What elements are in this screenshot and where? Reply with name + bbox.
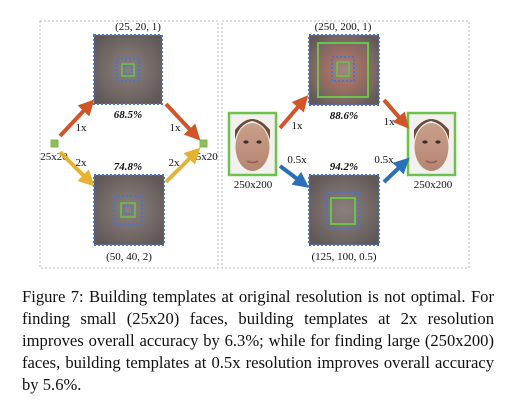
right-bottom-template (308, 174, 380, 246)
left-scale-bottom-in: 2x (76, 157, 88, 169)
left-scale-top-in: 1x (76, 122, 88, 134)
figure-caption: Figure 7: Building templates at original… (22, 287, 494, 394)
left-top-template (93, 34, 163, 105)
right-arrow-bottom-out (382, 157, 410, 184)
figure-7: (25, 20, 1) 68.5% 25x20 25x20 1x 1x 2x 2… (39, 20, 470, 269)
left-scale-top-out: 1x (170, 122, 182, 134)
right-top-label: (250, 200, 1) (315, 21, 372, 33)
right-output-face-image (406, 111, 457, 177)
left-panel-border (39, 20, 219, 269)
left-bottom-template (93, 174, 165, 246)
right-arrow-top-out (382, 98, 410, 129)
left-input-face-box (50, 139, 59, 148)
right-scale-bottom-in: 0.5x (287, 154, 307, 166)
left-bottom-percentage: 74.8% (114, 161, 142, 173)
right-scale-top-in: 1x (292, 120, 304, 132)
left-output-face-box (199, 139, 208, 148)
left-arrow-bottom-in (58, 150, 95, 187)
left-arrow-top-in (58, 99, 95, 138)
left-arrow-top-out (164, 102, 201, 141)
right-scale-top-out: 1x (384, 116, 396, 128)
right-top-template (308, 34, 380, 106)
right-arrow-top-in (278, 95, 309, 130)
right-scale-bottom-out: 0.5x (374, 154, 394, 166)
left-top-label: (25, 20, 1) (115, 21, 161, 33)
right-input-face-image (227, 111, 278, 177)
left-top-percentage: 68.5% (114, 109, 142, 121)
right-arrow-bottom-in (278, 164, 310, 188)
left-scale-bottom-out: 2x (169, 157, 181, 169)
right-output-label: 250x200 (414, 179, 453, 191)
right-input-label: 250x200 (234, 179, 273, 191)
right-bottom-label: (125, 100, 0.5) (311, 251, 376, 263)
right-top-percentage: 88.6% (330, 110, 358, 122)
left-bottom-label: (50, 40, 2) (106, 251, 152, 263)
right-panel-border (221, 20, 470, 269)
left-arrow-bottom-out (164, 147, 201, 184)
right-bottom-percentage: 94.2% (330, 161, 358, 173)
